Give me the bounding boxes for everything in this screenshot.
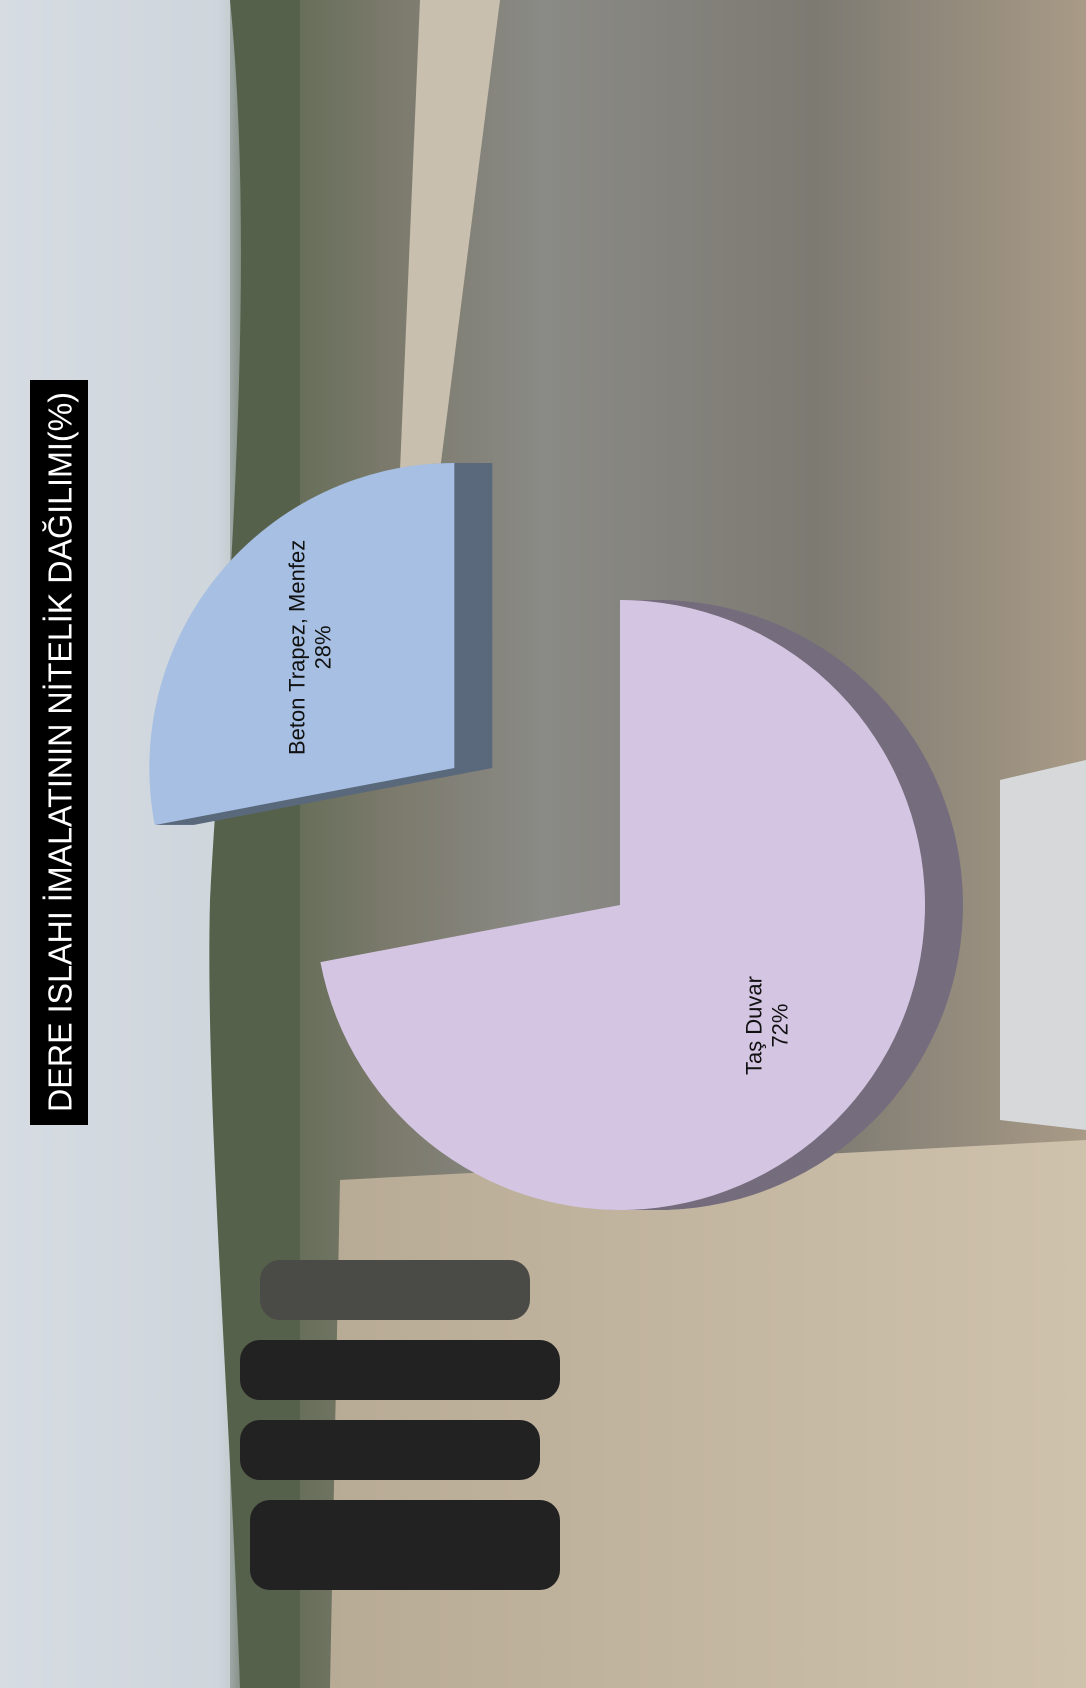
- people: [240, 1260, 560, 1590]
- slice-label: Taş Duvar72%: [742, 976, 793, 1075]
- category-label: Beton Trapez, Menfez: [285, 540, 310, 755]
- chart-title: DERE ISLAHI İMALATININ NİTELİK DAĞILIMI(…: [42, 392, 79, 1112]
- slice: [149, 462, 455, 826]
- title-box: [30, 380, 88, 1125]
- category-label: Taş Duvar: [742, 976, 767, 1075]
- road: [330, 1140, 1086, 1688]
- slice: [320, 600, 926, 1210]
- wall: [400, 0, 500, 470]
- pie: Beton Trapez, Menfez28% Taş Duvar72%: [149, 462, 964, 1210]
- railing: [1000, 760, 1086, 1130]
- slice-group: Taş Duvar72%: [320, 600, 964, 1210]
- slice-label: Beton Trapez, Menfez28%: [285, 540, 336, 755]
- value-label: 72%: [768, 1004, 793, 1048]
- value-label: 28%: [311, 625, 336, 669]
- slice-group: Beton Trapez, Menfez28%: [149, 462, 493, 826]
